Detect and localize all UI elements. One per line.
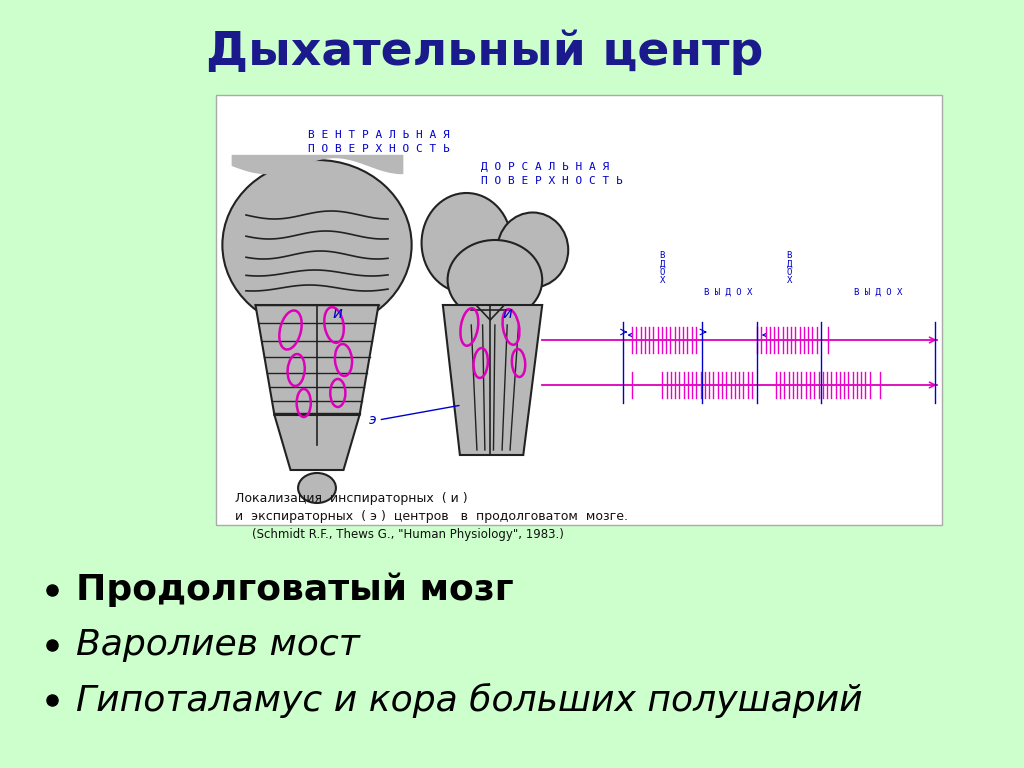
- Text: э: э: [369, 413, 377, 427]
- Polygon shape: [274, 415, 359, 470]
- Polygon shape: [442, 305, 543, 455]
- Text: Гипоталамус и кора больших полушарий: Гипоталамус и кора больших полушарий: [76, 683, 862, 717]
- Ellipse shape: [498, 213, 568, 287]
- Text: В
Д
О
Х: В Д О Х: [659, 251, 665, 285]
- FancyBboxPatch shape: [216, 95, 942, 525]
- Text: Продолговатый мозг: Продолговатый мозг: [76, 573, 513, 607]
- Text: Варолиев мост: Варолиев мост: [76, 628, 359, 662]
- Text: В Ы Д О Х: В Ы Д О Х: [705, 288, 753, 297]
- Text: (Schmidt R.F., Thews G., "Human Physiology", 1983.): (Schmidt R.F., Thews G., "Human Physiolo…: [252, 528, 563, 541]
- Text: В Ы Д О Х: В Ы Д О Х: [854, 288, 902, 297]
- Text: и  экспираторных  ( э )  центров   в  продолговатом  мозге.: и экспираторных ( э ) центров в продолго…: [234, 510, 628, 523]
- Text: Локализация  инспираторных  ( и ): Локализация инспираторных ( и ): [234, 492, 467, 505]
- Text: Дыхательный центр: Дыхательный центр: [206, 29, 763, 74]
- Text: и: и: [333, 306, 343, 320]
- Text: В Е Н Т Р А Л Ь Н А Я
П О В Е Р Х Н О С Т Ь: В Е Н Т Р А Л Ь Н А Я П О В Е Р Х Н О С …: [307, 130, 450, 154]
- Text: Д О Р С А Л Ь Н А Я
П О В Е Р Х Н О С Т Ь: Д О Р С А Л Ь Н А Я П О В Е Р Х Н О С Т …: [480, 162, 623, 186]
- Ellipse shape: [298, 473, 336, 503]
- Ellipse shape: [447, 240, 543, 320]
- Text: В
Д
О
Х: В Д О Х: [786, 251, 792, 285]
- Polygon shape: [256, 305, 379, 415]
- Ellipse shape: [422, 193, 511, 293]
- Ellipse shape: [222, 160, 412, 330]
- Text: и: и: [502, 306, 512, 320]
